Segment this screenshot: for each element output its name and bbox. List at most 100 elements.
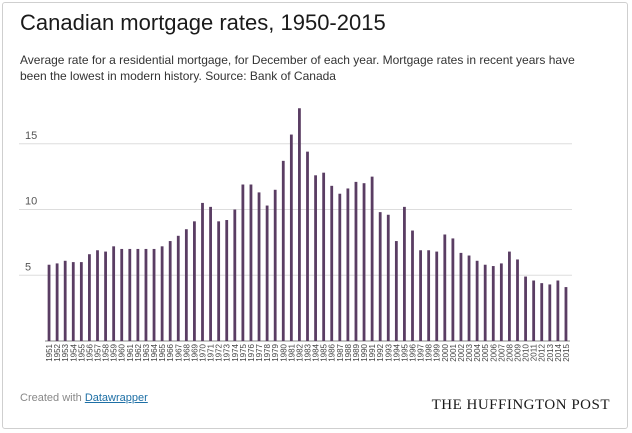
bar-2011 — [532, 280, 536, 341]
x-tick-label: 1954 — [69, 343, 78, 361]
datawrapper-link[interactable]: Datawrapper — [84, 392, 148, 404]
bar-1976 — [249, 184, 253, 341]
x-tick-label: 2011 — [530, 343, 539, 361]
bar-1969 — [193, 221, 196, 341]
bar-1961 — [128, 248, 132, 341]
bar-1958 — [104, 251, 107, 341]
y-tick-label: 15 — [25, 130, 37, 142]
x-tick-label: 1968 — [182, 343, 191, 361]
bar-1966 — [168, 241, 172, 341]
bar-1989 — [354, 181, 358, 341]
x-tick-label: 1999 — [433, 343, 442, 361]
x-tick-label: 1980 — [279, 343, 288, 361]
x-tick-label: 1988 — [344, 343, 353, 361]
bar-1952 — [55, 263, 59, 341]
bar-1957 — [96, 250, 99, 341]
bar-1983 — [306, 151, 309, 341]
x-tick-label: 1976 — [247, 343, 256, 361]
bar-1999 — [435, 251, 439, 341]
x-tick-label: 2002 — [457, 343, 466, 361]
bar-1955 — [79, 262, 83, 341]
x-tick-label: 1958 — [102, 343, 111, 361]
bar-1985 — [322, 172, 326, 341]
x-tick-label: 1957 — [94, 343, 103, 361]
x-tick-label: 2015 — [562, 343, 571, 361]
x-tick-label: 1996 — [409, 343, 418, 361]
bar-2004 — [475, 260, 479, 341]
bar-2008 — [508, 251, 511, 341]
x-tick-label: 1997 — [417, 343, 426, 361]
bar-1987 — [338, 193, 342, 341]
bar-1953 — [63, 260, 67, 341]
bar-2015 — [564, 287, 568, 341]
x-tick-label: 1994 — [392, 343, 401, 361]
x-tick-label: 1969 — [190, 343, 199, 361]
x-tick-label: 2006 — [489, 343, 498, 361]
bar-1965 — [160, 246, 164, 341]
bar-2014 — [556, 280, 560, 341]
x-tick-label: 1998 — [425, 343, 434, 361]
bar-1960 — [120, 248, 124, 341]
x-tick-label: 1990 — [360, 343, 369, 361]
bar-2013 — [548, 284, 552, 341]
bar-1996 — [411, 230, 414, 341]
x-tick-label: 1955 — [77, 343, 86, 361]
bar-1980 — [281, 160, 285, 341]
x-tick-label: 1978 — [263, 343, 272, 361]
bar-1979 — [273, 189, 277, 341]
x-tick-label: 2000 — [441, 343, 450, 361]
bar-2002 — [459, 252, 463, 341]
x-tick-label: 1982 — [295, 343, 304, 361]
x-tick-label: 2014 — [554, 343, 563, 361]
x-tick-label: 1953 — [61, 343, 70, 361]
bar-1998 — [427, 250, 431, 341]
x-tick-label: 1973 — [223, 343, 232, 361]
x-tick-label: 2007 — [497, 343, 506, 361]
x-tick-label: 1977 — [255, 343, 264, 361]
x-tick-label: 1971 — [207, 343, 216, 361]
x-tick-label: 1959 — [110, 343, 119, 361]
bar-2003 — [467, 255, 471, 341]
bar-2001 — [451, 238, 455, 341]
bar-2012 — [540, 283, 544, 341]
bar-1954 — [71, 262, 75, 341]
x-tick-label: 1952 — [53, 343, 62, 361]
bar-1973 — [225, 220, 229, 341]
x-tick-label: 1989 — [352, 343, 361, 361]
x-tick-label: 1983 — [304, 343, 313, 361]
x-tick-label: 1981 — [287, 343, 296, 361]
created-with-label: Created with — [20, 392, 85, 404]
bar-1986 — [330, 185, 334, 341]
bar-1951 — [47, 264, 51, 341]
x-tick-label: 2010 — [522, 343, 531, 361]
x-tick-label: 1962 — [134, 343, 143, 361]
bar-1970 — [201, 202, 204, 341]
chart-title: Canadian mortgage rates, 1950-2015 — [20, 10, 386, 35]
bar-1959 — [112, 246, 116, 341]
x-tick-label: 1967 — [174, 343, 183, 361]
footer-credit: Created with Datawrapper — [20, 392, 148, 404]
bar-1964 — [152, 248, 156, 341]
bar-1981 — [289, 134, 293, 341]
bar-1992 — [378, 212, 382, 341]
x-tick-label: 1961 — [126, 343, 135, 361]
x-tick-label: 1987 — [336, 343, 345, 361]
x-tick-label: 1972 — [215, 343, 224, 361]
x-tick-label: 1966 — [166, 343, 175, 361]
bar-1971 — [209, 206, 212, 341]
x-tick-label: 2008 — [505, 343, 514, 361]
chart-subtitle: Average rate for a residential mortgage,… — [20, 53, 575, 83]
bar-1984 — [314, 175, 317, 341]
y-tick-label: 10 — [25, 196, 37, 208]
x-tick-label: 1992 — [376, 343, 385, 361]
bar-1997 — [419, 250, 422, 341]
x-tick-label: 1970 — [199, 343, 208, 361]
huffington-post-logo: THE HUFFINGTON POST — [431, 397, 610, 413]
x-tick-label: 1960 — [118, 343, 127, 361]
x-tick-label: 1985 — [320, 343, 329, 361]
bar-2010 — [524, 276, 527, 341]
x-tick-label: 1974 — [231, 343, 240, 361]
x-tick-label: 1991 — [368, 343, 377, 361]
bar-1994 — [394, 241, 398, 341]
